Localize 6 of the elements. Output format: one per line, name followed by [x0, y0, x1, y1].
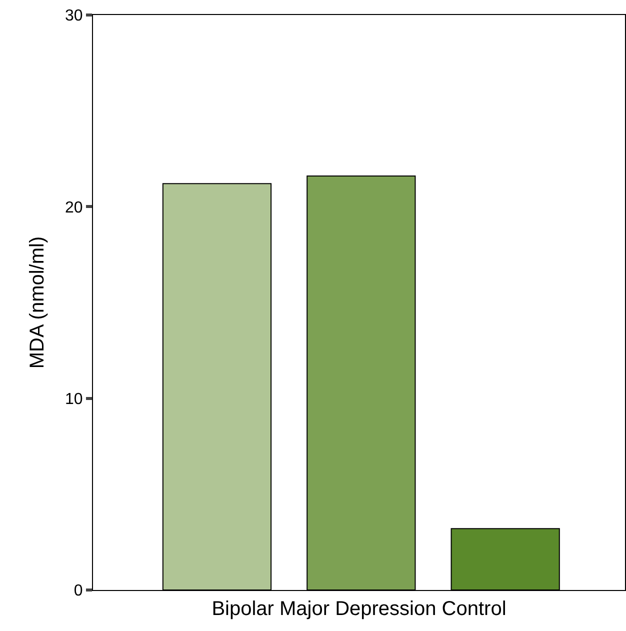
x-axis-title: Bipolar Major Depression Control [212, 598, 506, 620]
y-tick-label: 0 [74, 582, 83, 600]
y-tick-label: 20 [65, 199, 83, 216]
y-tick-label: 10 [65, 390, 83, 408]
y-tick-label: 30 [65, 8, 83, 25]
y-axis-title: MDA (nmol/ml) [26, 236, 49, 369]
